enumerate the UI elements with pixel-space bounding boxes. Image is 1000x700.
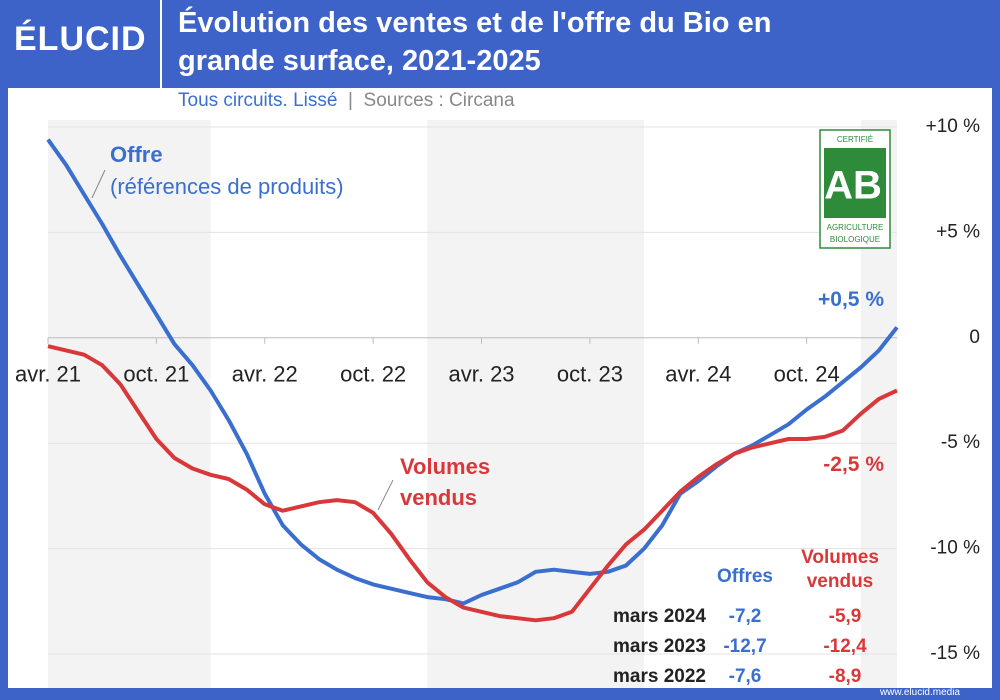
table-header: Offres: [717, 566, 773, 587]
series-name: Volumes vendus: [400, 454, 490, 510]
leader: [377, 479, 394, 511]
x-tick-label: oct. 24: [774, 362, 840, 387]
x-tick-label: avr. 23: [449, 362, 515, 387]
cell: -7,6: [728, 666, 762, 687]
row-label: mars 2024: [613, 606, 706, 627]
y-tick-label: -10 %: [930, 538, 980, 559]
leader: [91, 169, 106, 199]
source: Sources : Circana: [363, 90, 515, 111]
cell: -5,9: [828, 606, 862, 627]
x-tick-label: avr. 21: [15, 362, 81, 387]
series-line: [47, 344, 898, 623]
divider: [160, 0, 162, 88]
cell: -12,7: [723, 636, 767, 657]
cell: -12,4: [823, 636, 867, 657]
year-band: [427, 120, 645, 688]
x-tick-label: avr. 22: [232, 362, 298, 387]
x-tick-label: avr. 24: [665, 362, 731, 387]
logo-text: AGRICULTURE: [827, 223, 884, 232]
logo-mark: AB: [824, 164, 882, 208]
value-label: -2,5 %: [823, 453, 884, 476]
y-tick-label: +5 %: [936, 221, 980, 242]
chart-title: Évolution des ventes et de l'offre du Bi…: [178, 7, 772, 77]
series-line: [46, 138, 899, 606]
row-label: mars 2022: [613, 666, 706, 687]
y-tick-label: -5 %: [941, 432, 980, 453]
logo-box: [824, 148, 886, 218]
subtitle-row: Tous circuits. Lissé | Sources : Circana: [178, 90, 515, 111]
logo-text: BIOLOGIQUE: [830, 235, 880, 244]
row-label: mars 2023: [613, 636, 706, 657]
x-tick-label: oct. 22: [340, 362, 406, 387]
year-band: [48, 120, 211, 688]
subtitle: Tous circuits. Lissé: [178, 90, 338, 111]
y-tick-label: -15 %: [930, 643, 980, 664]
logo-text: CERTIFIÉ: [837, 135, 873, 144]
cell: -8,9: [828, 666, 862, 687]
brand: ÉLUCID: [14, 20, 147, 58]
series-name: Offre: [110, 142, 163, 167]
x-tick-label: oct. 21: [123, 362, 189, 387]
footer: www.elucid.media: [879, 687, 960, 698]
x-tick-label: oct. 23: [557, 362, 623, 387]
ab-logo: CERTIFIÉ AB AGRICULTURE BIOLOGIQUE: [819, 129, 891, 249]
y-tick-label: +10 %: [926, 116, 981, 137]
series-note: (références de produits): [110, 174, 344, 199]
table-header: Volumes vendus: [801, 547, 879, 592]
y-tick-label: 0: [969, 327, 980, 348]
value-label: +0,5 %: [818, 288, 884, 311]
cell: -7,2: [728, 606, 762, 627]
